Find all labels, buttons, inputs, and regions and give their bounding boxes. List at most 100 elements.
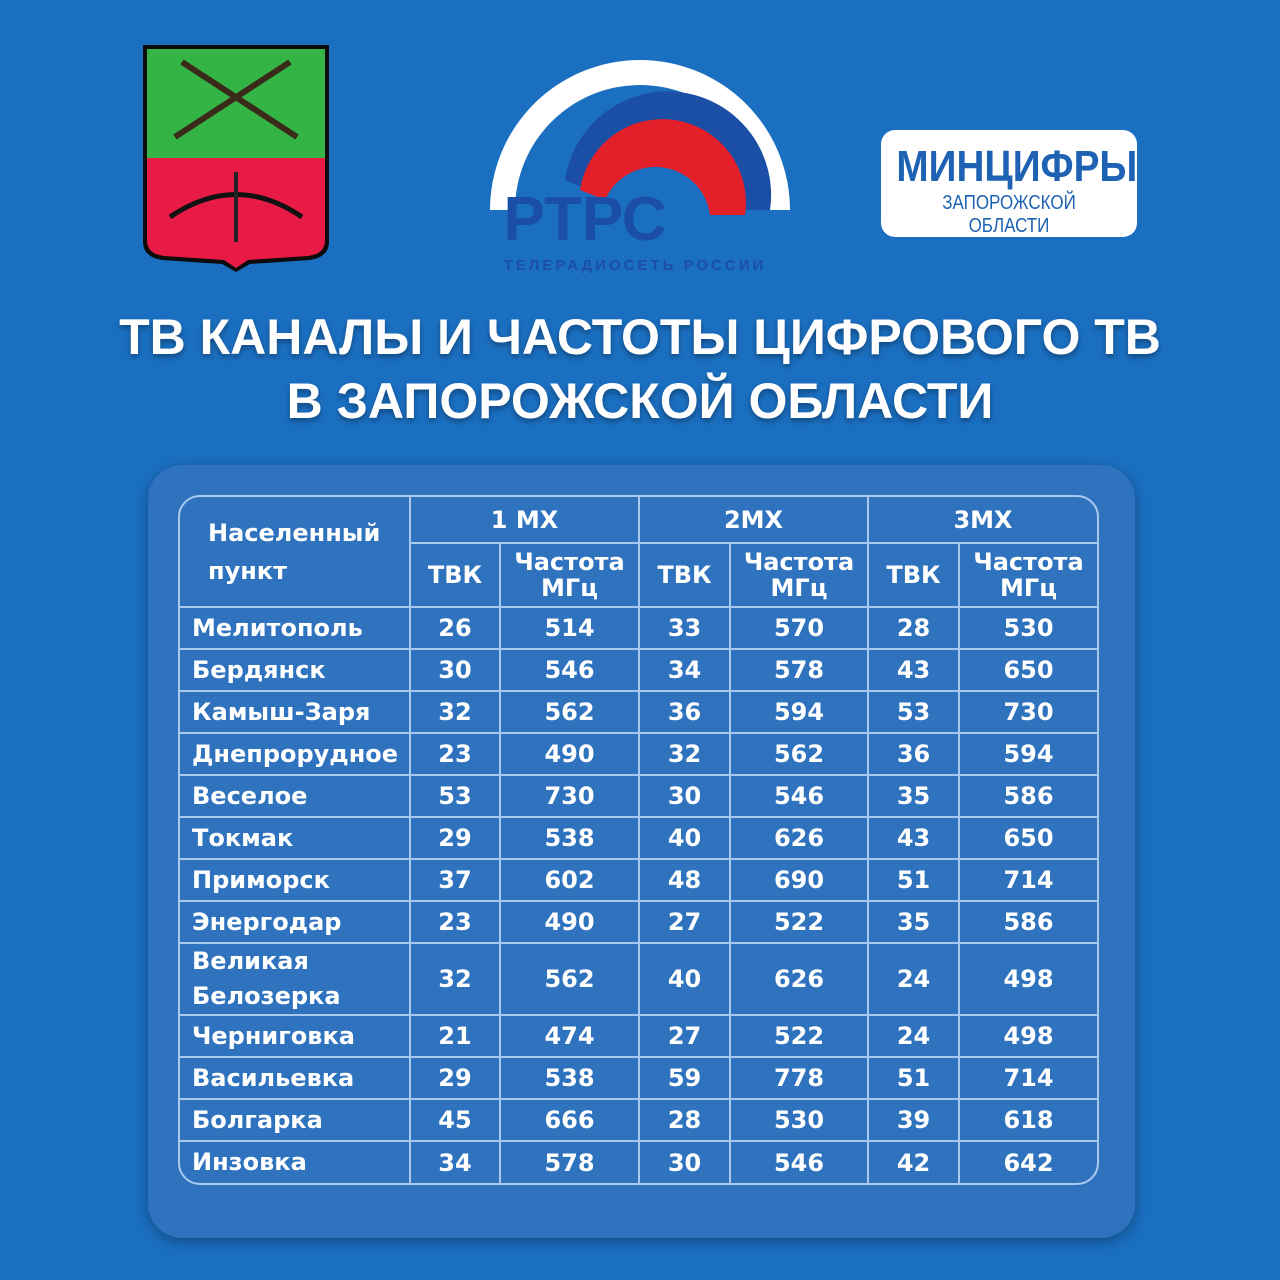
cell-value: 522 <box>729 900 870 944</box>
cell-value: 53 <box>409 774 501 818</box>
table-row: Болгарка 45 666 28 530 39 618 <box>180 1098 1097 1142</box>
cell-value: 27 <box>638 1014 732 1058</box>
cell-name: Великая Белозерка <box>180 942 411 1016</box>
group-header: 1 МХ <box>408 497 641 544</box>
table-row: Токмак 29 538 40 626 43 650 <box>180 816 1097 860</box>
cell-value: 730 <box>498 774 641 818</box>
frequency-table: Населенный пункт 1 МХ 2МХ 3МХ ТВК Частота М… <box>180 497 1097 1183</box>
cell-value: 586 <box>958 900 1097 944</box>
cell-name: Приморск <box>180 858 411 902</box>
cell-value: 32 <box>638 732 732 776</box>
cell-name: Энергодар <box>180 900 411 944</box>
sub-header: Частота МГц <box>498 542 641 608</box>
cell-value: 514 <box>498 606 641 650</box>
cell-value: 594 <box>958 732 1097 776</box>
sub-header: Частота МГц <box>958 542 1097 608</box>
cell-name: Васильевка <box>180 1056 411 1100</box>
table-row: Инзовка 34 578 30 546 42 642 <box>180 1140 1097 1183</box>
cell-value: 562 <box>498 690 641 734</box>
cell-value: 42 <box>867 1140 961 1183</box>
cell-value: 36 <box>867 732 961 776</box>
mincifry-caption: ЗАПОРОЖСКОЙ ОБЛАСТИ <box>942 192 1076 237</box>
cell-value: 586 <box>958 774 1097 818</box>
coat-of-arms <box>143 45 329 272</box>
cell-value: 23 <box>409 900 501 944</box>
cell-value: 48 <box>638 858 732 902</box>
cell-value: 23 <box>409 732 501 776</box>
cell-value: 32 <box>409 942 501 1016</box>
subheader-row: ТВК Частота МГц ТВК Частота МГц ТВК Частота М… <box>180 542 1097 608</box>
cell-value: 562 <box>729 732 870 776</box>
cell-name: Камыш-Заря <box>180 690 411 734</box>
cell-value: 51 <box>867 858 961 902</box>
cell-value: 530 <box>958 606 1097 650</box>
cell-value: 33 <box>638 606 732 650</box>
corner-header: Населенный пункт <box>180 497 411 608</box>
cell-value: 40 <box>638 942 732 1016</box>
cell-value: 522 <box>729 1014 870 1058</box>
group-header: 3МХ <box>867 497 1097 544</box>
table-row: Днепрорудное 23 490 32 562 36 594 <box>180 732 1097 776</box>
sub-header: ТВК <box>410 542 501 608</box>
cell-value: 530 <box>729 1098 870 1142</box>
cell-value: 59 <box>638 1056 732 1100</box>
mincifry-name: МИНЦИФРЫ <box>896 142 1138 191</box>
table-body: Мелитополь 26 514 33 570 28 530 Бердянск 30 546 34… <box>180 606 1097 1183</box>
cell-value: 578 <box>498 1140 641 1183</box>
cell-value: 546 <box>498 648 641 692</box>
cell-value: 490 <box>498 900 641 944</box>
cell-value: 37 <box>409 858 501 902</box>
rtrs-logo: РТРС ТЕЛЕРАДИОСЕТЬ РОССИИ <box>490 60 790 274</box>
cell-value: 626 <box>729 942 870 1016</box>
title-line: ТВ КАНАЛЫ И ЧАСТОТЫ ЦИФРОВОГО ТВ <box>119 309 1161 365</box>
cell-value: 562 <box>498 942 641 1016</box>
table-row: Энергодар 23 490 27 522 35 586 <box>180 900 1097 944</box>
table-row: Бердянск 30 546 34 578 43 650 <box>180 648 1097 692</box>
group-header: 2МХ <box>638 497 870 544</box>
table-row: Мелитополь 26 514 33 570 28 530 <box>180 606 1097 650</box>
group-row: Населенный пункт 1 МХ 2МХ 3МХ <box>180 497 1097 608</box>
cell-value: 618 <box>958 1098 1097 1142</box>
cell-value: 778 <box>729 1056 870 1100</box>
mincifry-logo: МИНЦИФРЫ ЗАПОРОЖСКОЙ ОБЛАСТИ <box>881 130 1137 237</box>
cell-value: 642 <box>958 1140 1097 1183</box>
cell-value: 29 <box>409 1056 501 1100</box>
cell-value: 538 <box>498 816 641 860</box>
cell-value: 666 <box>498 1098 641 1142</box>
cell-value: 43 <box>867 648 961 692</box>
cell-value: 546 <box>729 774 870 818</box>
cell-value: 34 <box>409 1140 501 1183</box>
sub-header: ТВК <box>638 542 732 608</box>
table-row: Великая Белозерка 32 562 40 626 24 498 <box>180 942 1097 1016</box>
cell-value: 498 <box>958 1014 1097 1058</box>
cell-value: 45 <box>409 1098 501 1142</box>
cell-value: 53 <box>867 690 961 734</box>
sub-header: ТВК <box>867 542 961 608</box>
cell-name: Бердянск <box>180 648 411 692</box>
cell-name: Черниговка <box>180 1014 411 1058</box>
table-frame: Населенный пункт 1 МХ 2МХ 3МХ ТВК Частота М… <box>178 495 1099 1185</box>
rtrs-caption: ТЕЛЕРАДИОСЕТЬ РОССИИ <box>504 257 767 274</box>
table-row: Веселое 53 730 30 546 35 586 <box>180 774 1097 818</box>
cell-name: Болгарка <box>180 1098 411 1142</box>
cell-value: 35 <box>867 774 961 818</box>
cell-value: 650 <box>958 648 1097 692</box>
cell-name: Токмак <box>180 816 411 860</box>
table-row: Камыш-Заря 32 562 36 594 53 730 <box>180 690 1097 734</box>
cell-value: 43 <box>867 816 961 860</box>
cell-name: Мелитополь <box>180 606 411 650</box>
cell-value: 39 <box>867 1098 961 1142</box>
cell-value: 28 <box>867 606 961 650</box>
cell-value: 594 <box>729 690 870 734</box>
table-row: Приморск 37 602 48 690 51 714 <box>180 858 1097 902</box>
cell-value: 27 <box>638 900 732 944</box>
cell-value: 474 <box>498 1014 641 1058</box>
cell-value: 538 <box>498 1056 641 1100</box>
cell-name: Днепрорудное <box>180 732 411 776</box>
table-row: Васильевка 29 538 59 778 51 714 <box>180 1056 1097 1100</box>
cell-value: 714 <box>958 1056 1097 1100</box>
cell-name: Инзовка <box>180 1140 411 1183</box>
cell-value: 29 <box>409 816 501 860</box>
cell-value: 690 <box>729 858 870 902</box>
